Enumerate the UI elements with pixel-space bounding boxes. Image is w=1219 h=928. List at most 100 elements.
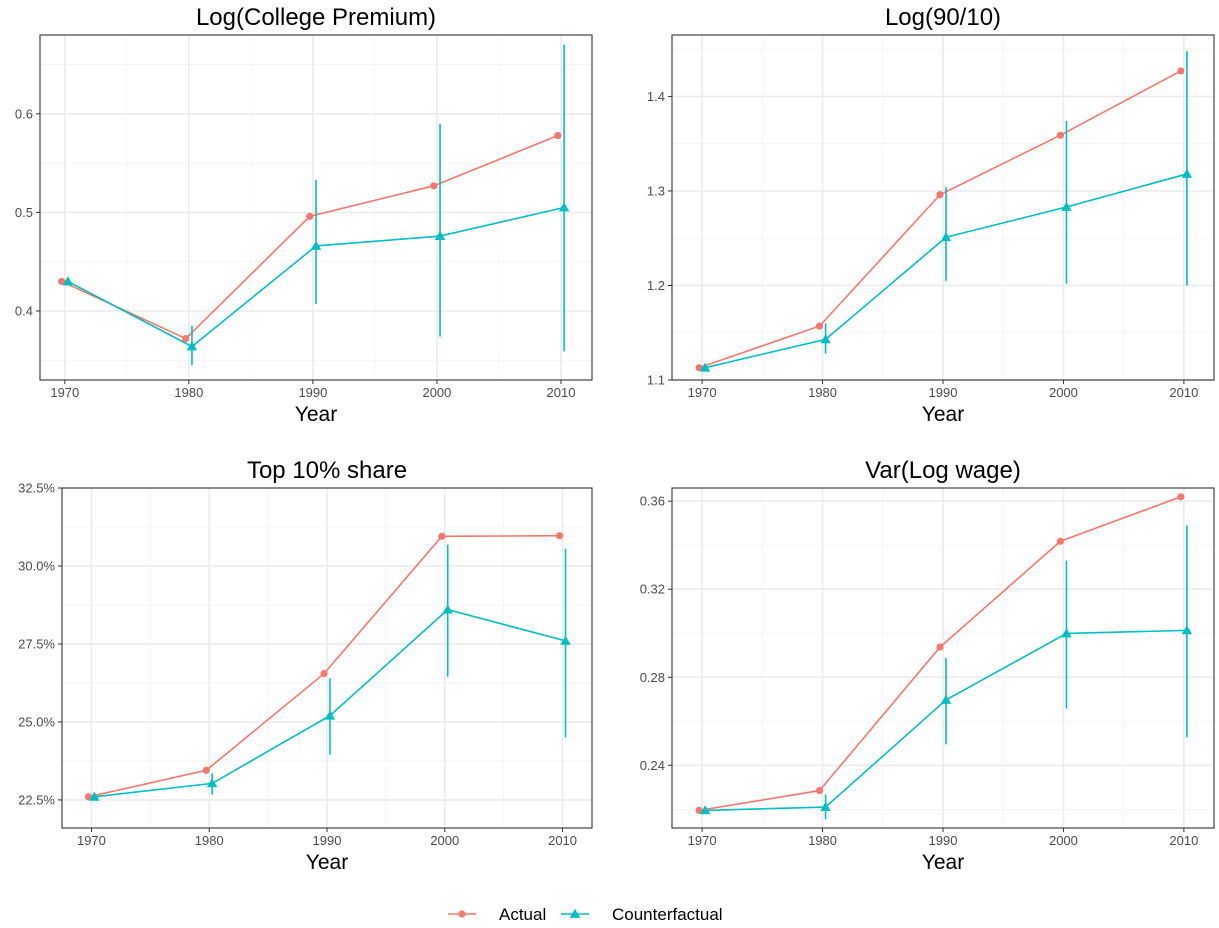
data-point: [940, 232, 952, 242]
x-tick-label: 2000: [430, 833, 459, 848]
panel-1: 1970 1980 1990 2000 2010 0.4 0.5 0.6 Log(College…: [15, 4, 593, 426]
data-point: [320, 669, 328, 678]
data-point: [186, 341, 198, 351]
legend-key-marker: [569, 908, 581, 918]
data-point: [1061, 201, 1072, 211]
x-tick-label: 1990: [929, 385, 958, 400]
data-point: [699, 805, 711, 815]
series-line: [698, 496, 1182, 812]
data-point: [1181, 168, 1193, 178]
y-tick-label: 0.24: [640, 758, 665, 773]
gridlines: [672, 35, 1214, 381]
y-tick-label: 1.1: [647, 373, 665, 388]
data-point: [695, 806, 703, 814]
gridlines: [672, 488, 1214, 828]
x-tick-label: 1990: [298, 385, 327, 400]
data-point: [1177, 67, 1185, 75]
series-counterfactual: [62, 44, 570, 366]
data-point: [62, 276, 74, 286]
data-point: [815, 786, 824, 795]
x-tick-label: 1980: [808, 833, 837, 848]
data-point: [89, 791, 100, 801]
data-point: [182, 335, 190, 343]
series-line: [61, 134, 559, 340]
y-tick-label: 1.2: [647, 278, 665, 293]
panel-2: 1970 1980 1990 2000 2010 1.1 1.2 1.3 1.4 Log(90/1…: [647, 4, 1215, 426]
data-point: [202, 766, 210, 774]
series-line: [698, 70, 1182, 369]
x-tick-label: 1970: [688, 833, 717, 848]
axis-ticks: 1970 1980 1990 2000 2010 22.5% 25.0% 27.5% 30.0%…: [18, 481, 577, 849]
gridlines: [62, 487, 592, 828]
panel-4: 1970 1980 1990 2000 2010 0.24 0.28 0.32 0.36 Var(…: [640, 457, 1215, 874]
x-tick-label: 2010: [1169, 833, 1198, 848]
y-tick-label: 0.5: [15, 205, 33, 220]
data-point: [820, 801, 831, 811]
legend-label: Counterfactual: [612, 905, 723, 924]
series-actual: [58, 131, 562, 343]
axis-ticks: 1970 1980 1990 2000 2010 0.24 0.28 0.32 0.36: [640, 494, 1199, 848]
y-tick-label: 0.36: [640, 494, 665, 509]
x-tick-label: 1970: [50, 385, 79, 400]
y-tick-label: 0.28: [640, 670, 665, 685]
data-point: [815, 322, 824, 330]
y-tick-label: 0.4: [15, 304, 33, 319]
x-tick-label: 1970: [77, 833, 106, 848]
legend-label: Actual: [499, 905, 546, 924]
series-line: [88, 534, 560, 798]
y-tick-label: 27.5%: [18, 636, 55, 651]
data-point: [1056, 537, 1065, 545]
data-point: [324, 710, 336, 720]
data-point: [560, 635, 571, 645]
data-point: [1177, 493, 1185, 501]
panel-title: Log(90/10): [885, 4, 1001, 31]
panel-title: Top 10% share: [247, 457, 407, 484]
x-tick-label: 1990: [313, 833, 342, 848]
data-point: [936, 191, 944, 199]
x-tick-label: 2000: [1049, 385, 1078, 400]
data-point: [1061, 628, 1072, 638]
data-point: [430, 182, 438, 190]
series-actual: [84, 532, 564, 801]
panel-3: 1970 1980 1990 2000 2010 22.5% 25.0% 27.5% 30.0%…: [18, 457, 593, 874]
data-point: [58, 277, 66, 286]
x-tick-label: 1980: [808, 385, 837, 400]
data-point: [306, 212, 314, 220]
x-tick-label: 2010: [547, 385, 576, 400]
legend: Actual Counterfactual: [448, 905, 723, 924]
series-actual: [695, 493, 1185, 814]
y-tick-label: 0.32: [640, 582, 665, 597]
y-tick-label: 1.3: [647, 183, 665, 198]
data-point: [84, 793, 93, 801]
x-tick-label: 1980: [174, 385, 203, 400]
x-tick-label: 2010: [548, 833, 577, 848]
y-tick-label: 22.5%: [18, 792, 55, 807]
axis-ticks: 1970 1980 1990 2000 2010 1.1 1.2 1.3 1.4: [647, 89, 1198, 400]
y-tick-label: 32.5%: [18, 481, 55, 496]
data-point: [820, 334, 831, 344]
axis-ticks: 1970 1980 1990 2000 2010 0.4 0.5 0.6: [15, 106, 576, 400]
data-point: [940, 694, 952, 704]
y-tick-label: 25.0%: [18, 714, 55, 729]
x-tick-label: 2000: [1049, 833, 1078, 848]
data-point: [936, 643, 944, 651]
legend-key-actual: [448, 910, 476, 918]
y-tick-label: 1.4: [647, 89, 665, 104]
series-counterfactual: [699, 525, 1193, 820]
data-point: [554, 131, 562, 140]
legend-key-counterfactual: [561, 908, 589, 918]
data-point: [556, 532, 564, 540]
data-point: [438, 532, 446, 540]
x-axis-title: Year: [922, 403, 964, 426]
legend-key-marker: [458, 910, 466, 918]
series-counterfactual: [699, 51, 1193, 372]
series-actual: [695, 67, 1185, 372]
series-counterfactual: [89, 544, 571, 801]
data-point: [434, 230, 446, 240]
x-axis-title: Year: [306, 851, 348, 874]
x-tick-label: 1970: [688, 385, 717, 400]
x-axis-title: Year: [922, 851, 964, 874]
data-point: [699, 362, 711, 372]
x-tick-label: 2010: [1169, 385, 1198, 400]
